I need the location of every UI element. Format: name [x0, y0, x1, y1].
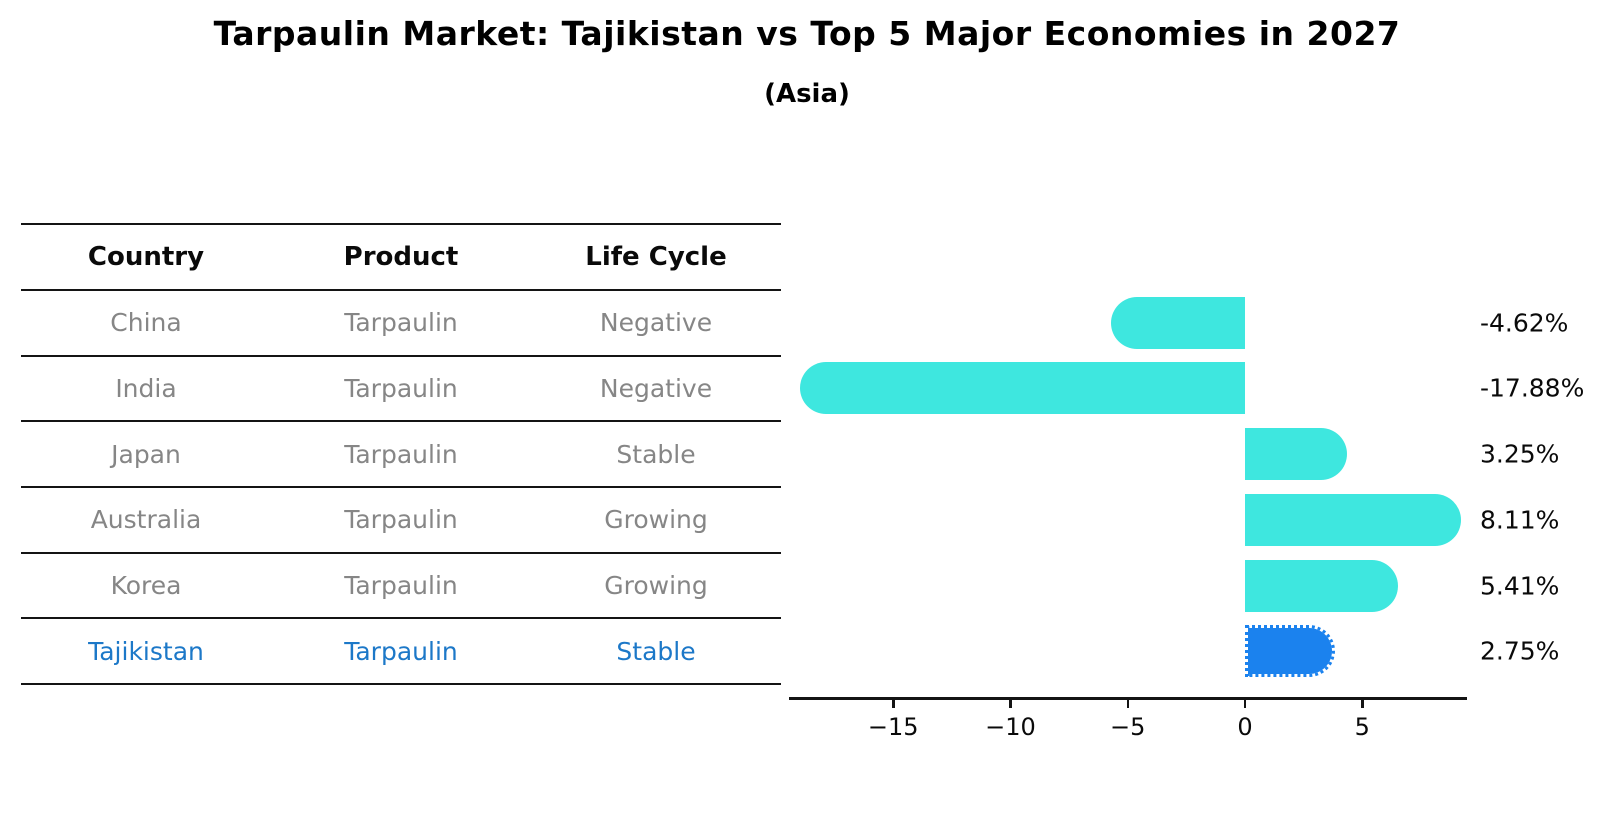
table-row-china: China Tarpaulin Negative	[21, 291, 781, 357]
table-cell-product: Tarpaulin	[344, 571, 458, 601]
bar-value-label-china: -4.62%	[1480, 308, 1569, 338]
table-cell-life-cycle: Growing	[604, 505, 708, 535]
table-cell-product: Tarpaulin	[344, 439, 458, 469]
table-header-life-cycle: Life Cycle	[585, 242, 727, 272]
bar-value-label-korea: 5.41%	[1480, 571, 1560, 601]
bar-korea	[1245, 559, 1398, 612]
table-cell-product: Tarpaulin	[344, 636, 458, 666]
table-row-india: India Tarpaulin Negative	[21, 357, 781, 423]
table-cell-life-cycle: Growing	[604, 571, 708, 601]
table-cell-product: Tarpaulin	[344, 505, 458, 535]
table-cell-country: Japan	[111, 439, 181, 469]
bar-tajikistan	[1245, 625, 1336, 678]
bar-japan	[1245, 428, 1348, 481]
table-cell-country: India	[115, 374, 177, 404]
x-axis-tick-label: −5	[1110, 713, 1146, 741]
market-table: Country Product Life Cycle China Tarpauli…	[21, 223, 781, 686]
table-cell-country: Australia	[90, 505, 202, 535]
table-header-country: Country	[87, 242, 205, 272]
table-cell-product: Tarpaulin	[344, 308, 458, 338]
x-axis-tick-label: 5	[1354, 713, 1370, 741]
bar-value-label-australia: 8.11%	[1480, 505, 1560, 535]
x-axis-tick-mark	[1361, 699, 1364, 708]
x-axis-tick-mark	[1126, 699, 1129, 708]
table-cell-life-cycle: Negative	[599, 374, 713, 404]
x-axis-tick-mark	[892, 699, 895, 708]
x-axis-tick-label: 0	[1237, 713, 1253, 741]
table-cell-product: Tarpaulin	[344, 374, 458, 404]
bar-australia	[1245, 493, 1462, 546]
bar-china	[1110, 296, 1245, 349]
table-cell-country: Korea	[110, 571, 182, 601]
table-cell-life-cycle: Stable	[616, 439, 696, 469]
table-row-tajikistan: Tajikistan Tarpaulin Stable	[21, 619, 781, 686]
table-cell-country: China	[110, 308, 182, 338]
bar-value-label-tajikistan: 2.75%	[1480, 636, 1560, 666]
x-axis-tick-label: −15	[867, 713, 919, 741]
bar-value-label-japan: 3.25%	[1480, 439, 1560, 469]
market-table-rows: China Tarpaulin Negative India Tarpaulin Nega…	[21, 291, 781, 686]
x-axis-tick-mark	[1009, 699, 1012, 708]
table-row-japan: Japan Tarpaulin Stable	[21, 422, 781, 489]
x-axis-line	[789, 697, 1467, 700]
x-axis-tick-label: −10	[985, 713, 1036, 741]
bar-value-label-india: -17.88%	[1480, 373, 1585, 403]
table-cell-country: Tajikistan	[88, 636, 204, 666]
table-cell-life-cycle: Negative	[599, 308, 713, 338]
x-axis-tick-mark	[1243, 699, 1247, 708]
table-row-korea: Korea Tarpaulin Growing	[21, 554, 781, 620]
table-row-australia: Australia Tarpaulin Growing	[21, 488, 781, 554]
chart-title: Tarpaulin Market: Tajikistan vs Top 5 Ma…	[213, 14, 1401, 53]
chart-subtitle: (Asia)	[764, 79, 850, 109]
table-header-row: Country Product Life Cycle	[21, 225, 781, 291]
bar-india	[799, 362, 1245, 415]
table-cell-life-cycle: Stable	[616, 636, 696, 666]
table-header-product: Product	[343, 242, 459, 272]
